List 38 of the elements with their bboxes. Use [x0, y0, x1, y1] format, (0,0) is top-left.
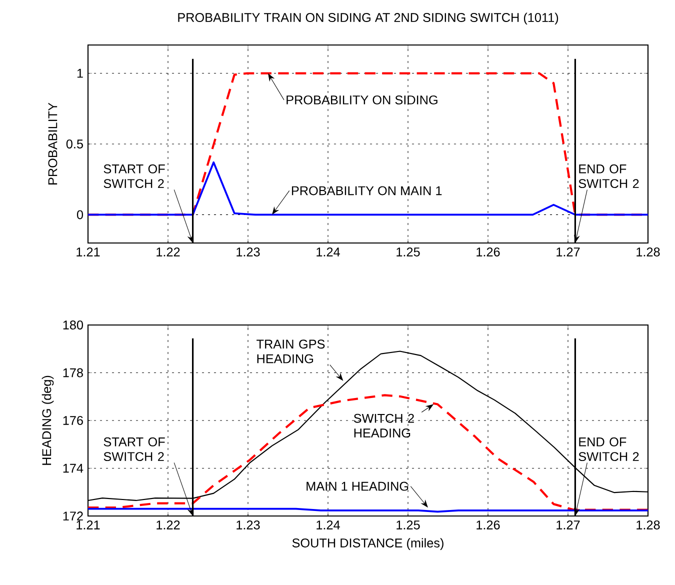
x-tick-label: 1.27: [556, 247, 580, 256]
x-axis-title: SOUTH DISTANCE (miles): [292, 538, 444, 550]
annotation: SWITCH 2 HEADING: [354, 414, 414, 438]
y-axis-title: HEADING (deg): [42, 376, 54, 465]
y-tick-label: 172: [63, 512, 83, 520]
annotation: PROBABILITY ON SIDING: [286, 95, 438, 104]
x-tick-label: 1.25: [396, 520, 420, 530]
x-tick-label: 1.26: [476, 520, 500, 530]
x-tick-label: 1.24: [316, 520, 340, 530]
x-tick-label: 1.25: [396, 247, 420, 256]
x-tick-label: 1.22: [156, 520, 180, 530]
y-tick-label: 1: [77, 68, 83, 78]
annotation: PROBABILITY ON MAIN 1: [292, 186, 442, 196]
y-tick-label: 176: [63, 416, 83, 425]
y-tick-label: 0.5: [66, 140, 83, 148]
y-tick-label: 174: [63, 464, 84, 473]
ref-line-label: START OF SWITCH 2: [104, 437, 165, 462]
ref-line-label: END OF SWITCH 2: [578, 437, 639, 462]
x-tick-label: 1.28: [636, 247, 660, 256]
x-tick-label: 1.22: [156, 247, 180, 256]
x-tick-label: 1.21: [76, 247, 100, 256]
annotation: TRAIN GPS HEADING: [256, 340, 325, 364]
chart-title: PROBABILITY TRAIN ON SIDING AT 2ND SIDING SWITCH (1011): [178, 12, 558, 24]
annotation: MAIN 1 HEADING: [306, 482, 408, 491]
y-tick-label: 178: [63, 368, 83, 378]
ref-line-label: START OF SWITCH 2: [104, 164, 165, 188]
x-tick-label: 1.24: [316, 247, 340, 256]
y-axis-title: PROBABILITY: [48, 102, 58, 184]
x-tick-label: 1.23: [236, 520, 260, 530]
x-tick-label: 1.26: [476, 247, 500, 256]
y-tick-label: 0: [76, 210, 84, 220]
x-tick-label: 1.21: [76, 520, 100, 530]
ref-line-label: END OF SWITCH 2: [578, 164, 639, 188]
line-series: [87, 161, 649, 216]
x-tick-label: 1.23: [236, 247, 260, 256]
y-tick-label: 180: [63, 320, 84, 330]
x-tick-label: 1.28: [636, 520, 660, 530]
x-tick-label: 1.27: [556, 520, 580, 530]
